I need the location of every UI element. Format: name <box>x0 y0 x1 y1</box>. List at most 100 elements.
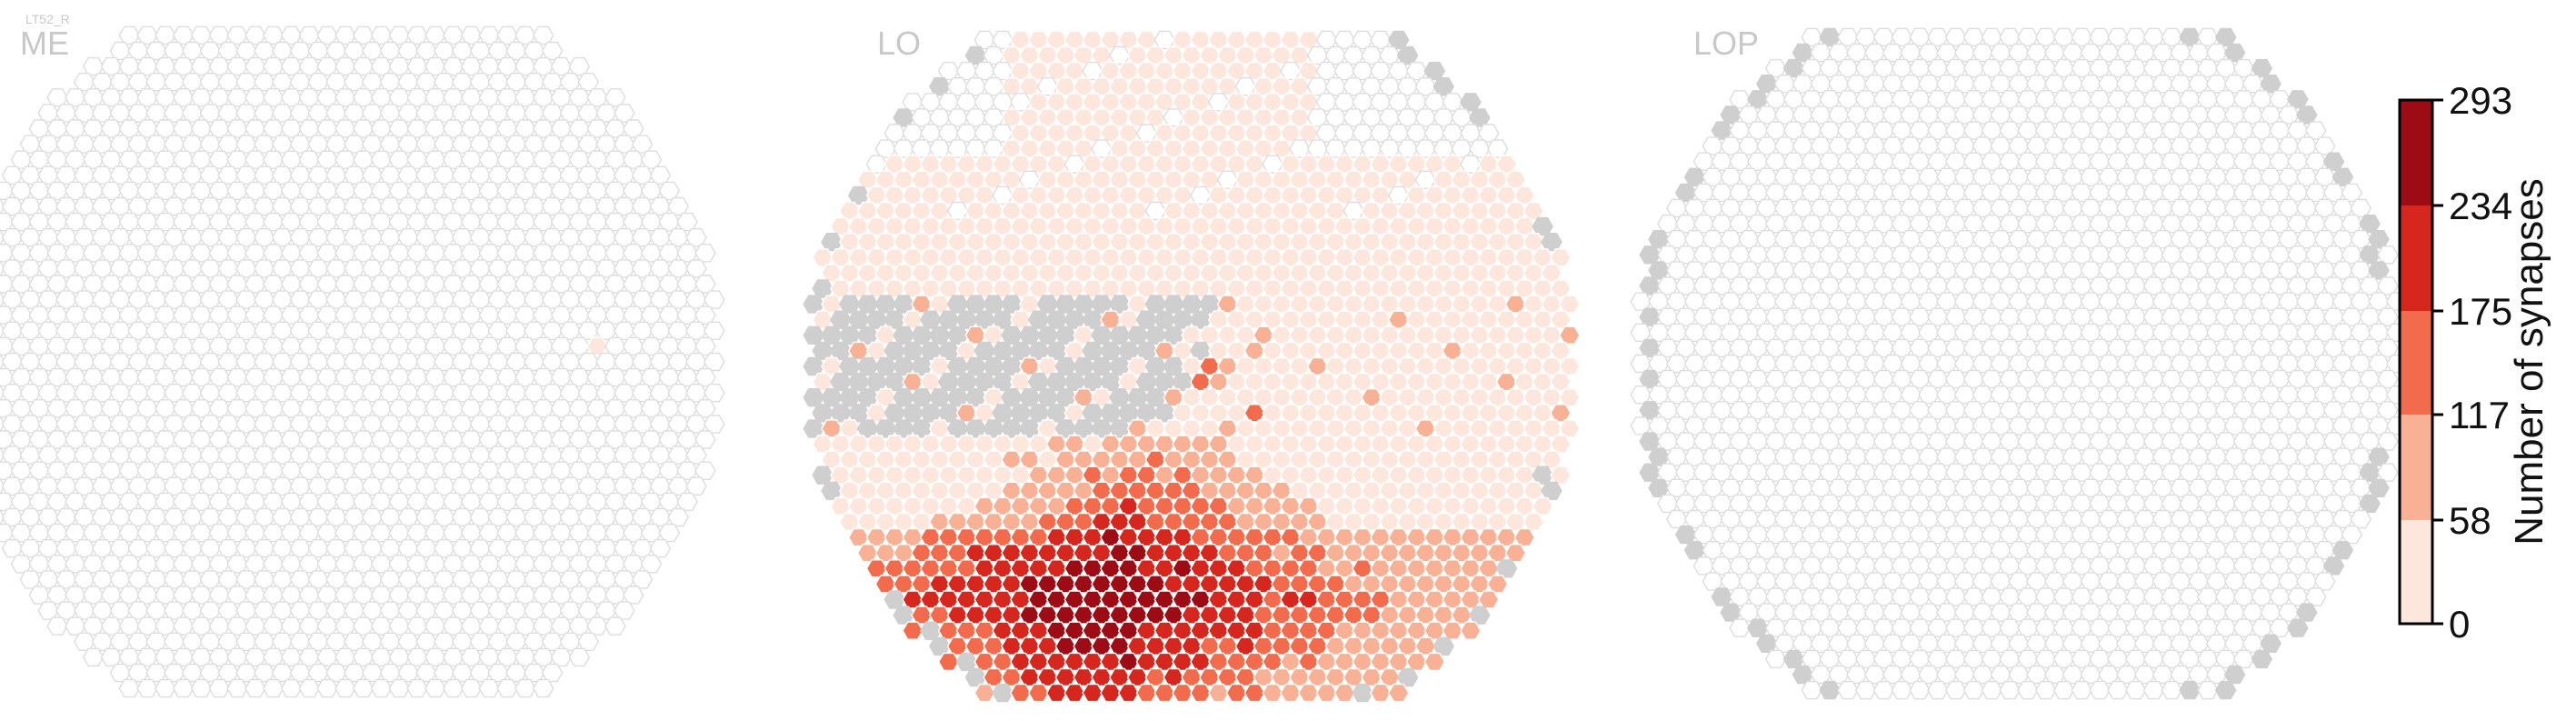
hex-column <box>2080 416 2102 436</box>
hex-column <box>2133 198 2156 218</box>
hex-column-filled <box>1253 388 1275 407</box>
hex-column <box>226 555 248 574</box>
hex-column-outside <box>1532 466 1553 485</box>
hex-column <box>73 290 95 309</box>
hex-column <box>163 384 185 403</box>
hex-column <box>2251 152 2273 171</box>
hex-column-filled <box>973 496 996 516</box>
hex-column <box>2080 323 2102 342</box>
hex-column <box>1819 587 1841 606</box>
hex-column <box>1423 93 1446 112</box>
hex-column-filled <box>1460 279 1482 298</box>
hex-column <box>550 461 573 480</box>
hex-column <box>1837 680 1859 700</box>
hex-column-filled <box>1234 481 1257 500</box>
hex-column <box>667 384 690 403</box>
hex-column <box>155 555 176 574</box>
hex-column <box>271 570 294 589</box>
hex-column-outside <box>1108 295 1131 314</box>
hex-column <box>82 492 105 512</box>
hex-column <box>1909 432 1931 451</box>
hex-column <box>163 539 185 558</box>
hex-column-filled <box>1306 201 1329 221</box>
hex-column <box>424 25 446 45</box>
hex-column-filled <box>1117 216 1140 236</box>
hex-column <box>65 399 86 418</box>
hex-column-filled <box>1315 590 1338 609</box>
hex-column <box>983 76 1005 96</box>
hex-column-filled <box>1477 404 1500 423</box>
hex-column <box>1720 167 1742 187</box>
hex-column <box>155 399 176 418</box>
hex-column <box>280 305 303 325</box>
hex-column-filled <box>1361 575 1383 594</box>
hex-column <box>271 104 294 123</box>
hex-column <box>100 119 123 138</box>
hex-column <box>550 275 573 294</box>
hex-column <box>352 367 374 387</box>
hex-column <box>1828 261 1850 280</box>
hex-column-filled <box>1243 341 1266 361</box>
hex-column <box>514 647 536 667</box>
hex-column <box>1972 229 1994 249</box>
hex-column <box>217 507 240 527</box>
hex-column-filled <box>1486 233 1509 252</box>
hex-column <box>658 244 681 263</box>
hex-column-outside <box>1091 325 1113 345</box>
hex-column-filled <box>1207 372 1230 392</box>
hex-column <box>433 632 455 651</box>
hex-column <box>460 181 483 201</box>
hex-column-filled <box>920 496 942 516</box>
hex-column <box>1999 338 2021 358</box>
hex-column <box>2205 509 2228 529</box>
hex-column <box>2052 245 2075 265</box>
hex-column <box>1909 183 1931 203</box>
hex-column <box>1755 136 1778 155</box>
hex-column-filled <box>1198 325 1221 345</box>
hex-column <box>2008 478 2030 497</box>
hex-column-filled <box>1414 575 1437 594</box>
hex-column <box>2313 198 2336 218</box>
hex-column <box>559 227 582 247</box>
hex-column <box>451 415 474 434</box>
hex-column-filled <box>1262 279 1283 298</box>
hex-column <box>1747 245 1769 265</box>
hex-column <box>1944 680 1967 700</box>
hex-column-filled <box>1352 466 1373 485</box>
hex-column-outside <box>1010 341 1032 361</box>
hex-column <box>55 290 77 309</box>
hex-column <box>1702 541 1724 560</box>
hex-column <box>2205 354 2228 374</box>
hex-column <box>37 476 60 496</box>
hex-column-filled <box>1387 404 1410 423</box>
hex-column <box>217 135 240 154</box>
hex-column <box>118 492 141 512</box>
hex-column <box>127 384 150 403</box>
hex-column-filled <box>1541 450 1563 469</box>
hex-column-filled <box>838 264 861 283</box>
hex-column <box>145 352 167 372</box>
hex-column-filled <box>1216 481 1239 500</box>
hex-column <box>2124 618 2147 637</box>
hex-column <box>1792 447 1814 466</box>
hex-column <box>1692 525 1715 545</box>
hex-column <box>1773 323 1796 342</box>
hex-column-filled <box>1117 30 1140 50</box>
hex-column-filled <box>1045 590 1068 609</box>
hex-column <box>2017 152 2039 171</box>
hex-column <box>415 196 437 216</box>
hex-column <box>2161 245 2183 265</box>
hex-column <box>1891 58 1913 78</box>
hex-column <box>307 632 330 651</box>
hex-column <box>1935 478 1958 497</box>
hex-column <box>2062 43 2084 63</box>
hex-column <box>1837 369 1859 389</box>
hex-column <box>352 492 374 512</box>
hex-column <box>559 321 582 340</box>
hex-column-filled <box>964 325 987 345</box>
hex-column <box>2025 478 2048 497</box>
hex-column <box>1764 649 1787 669</box>
hex-column-filled <box>874 575 897 594</box>
hex-column <box>460 616 483 636</box>
hex-column <box>2052 121 2075 140</box>
